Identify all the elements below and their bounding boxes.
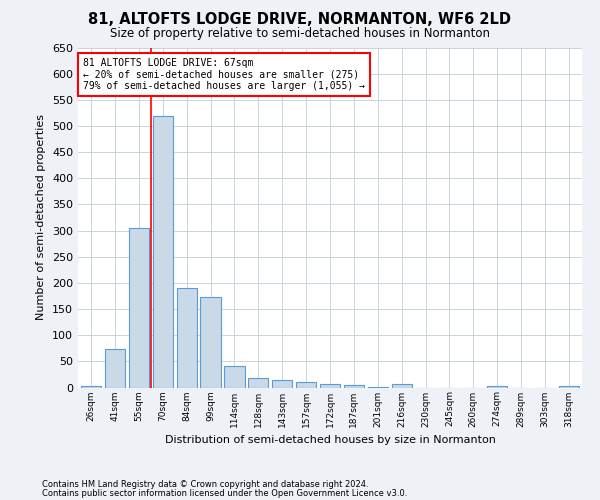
- Bar: [200, 297, 221, 388]
- Bar: [176, 288, 197, 388]
- Bar: [224, 366, 245, 388]
- Bar: [272, 380, 292, 388]
- Text: 81 ALTOFTS LODGE DRIVE: 67sqm
← 20% of semi-detached houses are smaller (275)
79: 81 ALTOFTS LODGE DRIVE: 67sqm ← 20% of s…: [83, 58, 365, 91]
- Bar: [296, 382, 316, 388]
- Bar: [344, 386, 364, 388]
- Bar: [368, 387, 388, 388]
- X-axis label: Distribution of semi-detached houses by size in Normanton: Distribution of semi-detached houses by …: [164, 435, 496, 445]
- Text: Size of property relative to semi-detached houses in Normanton: Size of property relative to semi-detach…: [110, 28, 490, 40]
- Text: Contains public sector information licensed under the Open Government Licence v3: Contains public sector information licen…: [42, 488, 407, 498]
- Bar: [129, 228, 149, 388]
- Text: 81, ALTOFTS LODGE DRIVE, NORMANTON, WF6 2LD: 81, ALTOFTS LODGE DRIVE, NORMANTON, WF6 …: [89, 12, 511, 28]
- Bar: [320, 384, 340, 388]
- Text: Contains HM Land Registry data © Crown copyright and database right 2024.: Contains HM Land Registry data © Crown c…: [42, 480, 368, 489]
- Bar: [248, 378, 268, 388]
- Bar: [105, 350, 125, 388]
- Bar: [81, 386, 101, 388]
- Bar: [152, 116, 173, 388]
- Y-axis label: Number of semi-detached properties: Number of semi-detached properties: [37, 114, 46, 320]
- Bar: [487, 386, 508, 388]
- Bar: [559, 386, 579, 388]
- Bar: [392, 384, 412, 388]
